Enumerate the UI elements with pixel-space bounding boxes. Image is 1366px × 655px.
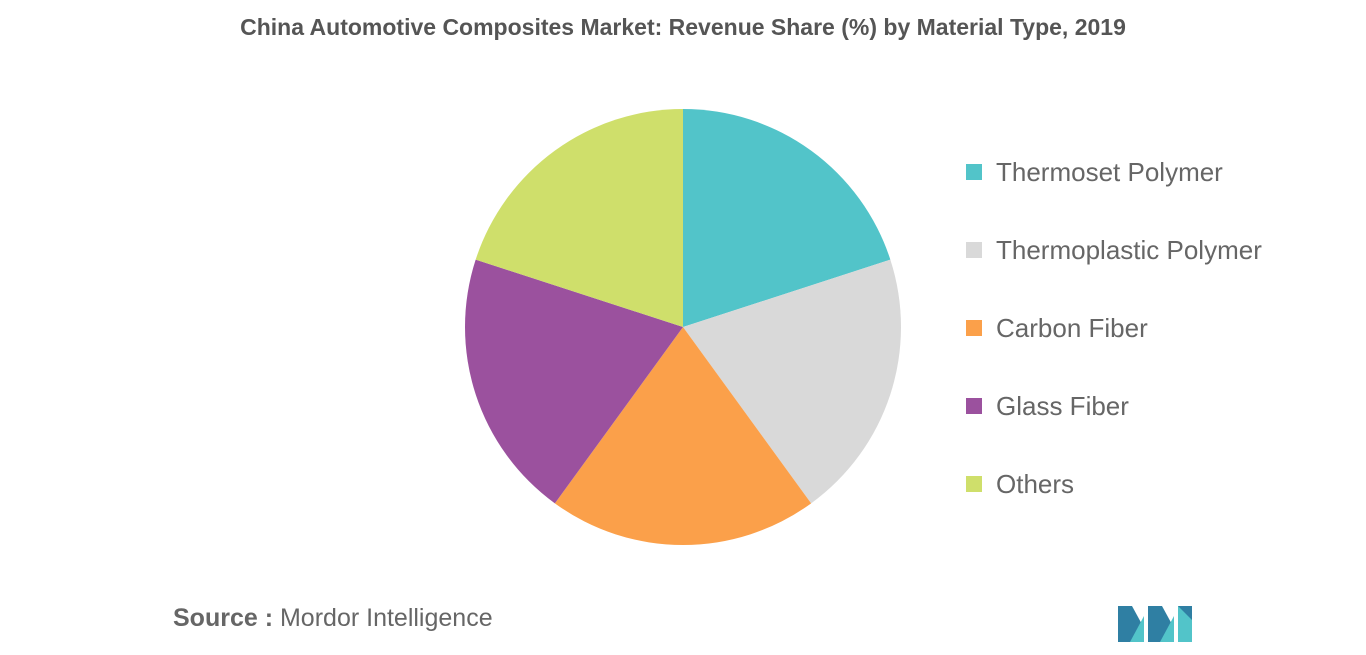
legend-swatch [966,164,982,180]
legend-swatch [966,242,982,258]
pie-chart [465,109,901,545]
pie-slice-others [475,109,683,327]
pie-slice-thermoplastic-polymer [683,259,901,504]
legend-item: Others [966,462,1262,540]
legend-item: Carbon Fiber [966,306,1262,384]
pie-slice-carbon-fiber [554,327,812,545]
chart-legend: Thermoset Polymer Thermoplastic Polymer Ca… [966,150,1262,540]
legend-item: Thermoset Polymer [966,150,1262,228]
pie-slice-glass-fiber [465,259,683,504]
pie-slice-thermoset-polymer [683,109,891,327]
mordor-intelligence-logo-icon [1118,606,1192,642]
legend-label: Thermoset Polymer [996,157,1223,187]
legend-swatch [966,398,982,414]
legend-item: Glass Fiber [966,384,1262,462]
source-name: Mordor Intelligence [279,604,493,632]
legend-label: Thermoplastic Polymer [996,235,1262,265]
legend-swatch [966,476,982,492]
legend-label: Carbon Fiber [996,313,1148,343]
legend-swatch [966,320,982,336]
source-prefix: Source : [173,604,274,632]
source-note: Source : Mordor Intelligence [173,604,493,633]
chart-title: China Automotive Composites Market: Reve… [240,14,1126,40]
legend-label: Glass Fiber [996,391,1129,421]
legend-label: Others [996,469,1075,499]
legend-item: Thermoplastic Polymer [966,228,1262,306]
